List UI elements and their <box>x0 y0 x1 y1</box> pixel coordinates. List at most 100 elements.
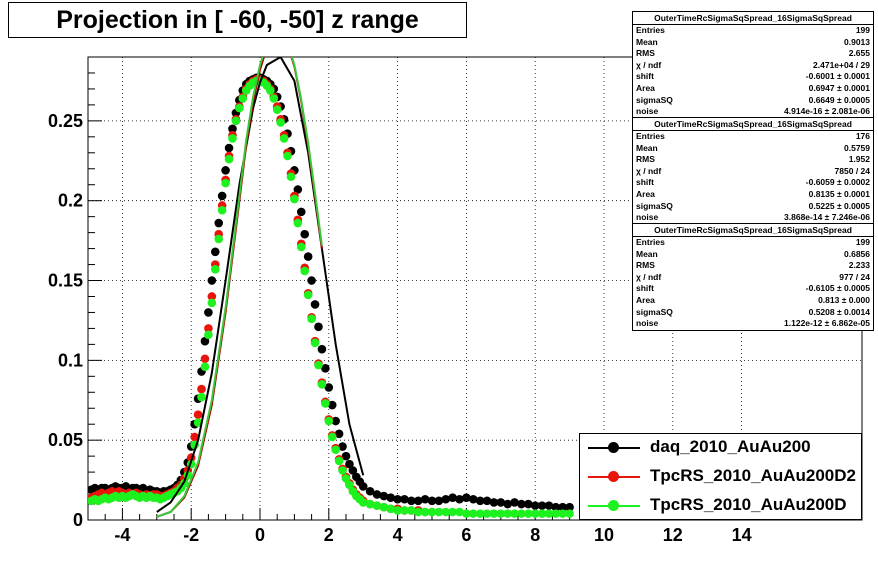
point-daq <box>204 308 213 317</box>
point-daq <box>321 364 330 373</box>
legend-item-tpcrs-d2: TpcRS_2010_AuAu200D2 <box>580 463 863 492</box>
point-daq <box>482 496 492 506</box>
point-tpcrs-d <box>317 379 327 389</box>
point-daq <box>214 218 224 228</box>
x-tick-label: -2 <box>183 525 199 545</box>
point-tpcrs-d2 <box>200 354 210 364</box>
point-tpcrs-d <box>496 509 506 518</box>
stats-row: sigmaSQ 0.5225 ± 0.0005 <box>636 200 870 211</box>
point-tpcrs-d2 <box>197 384 206 394</box>
point-tpcrs-d <box>489 509 499 518</box>
point-tpcrs-d <box>286 172 296 182</box>
point-tpcrs-d <box>231 116 241 126</box>
point-tpcrs-d <box>558 509 568 518</box>
y-tick-label: 0.2 <box>58 191 83 211</box>
point-tpcrs-d <box>204 330 213 340</box>
point-tpcrs-d <box>427 507 437 517</box>
point-tpcrs-d <box>338 466 347 475</box>
fit-tpcrs-d <box>156 57 323 518</box>
stats-row: Mean 0.5759 <box>636 142 870 153</box>
stats-row: RMS 2.655 <box>636 48 870 59</box>
stats-row: Area 0.8135 ± 0.0001 <box>636 188 870 199</box>
point-daq <box>345 459 354 469</box>
point-daq <box>379 491 389 501</box>
stats-row: RMS 2.233 <box>636 260 870 271</box>
stats-row: RMS 1.952 <box>636 154 870 165</box>
x-tick-label: 0 <box>255 525 265 545</box>
point-daq <box>331 416 340 426</box>
point-daq <box>441 494 451 504</box>
point-tpcrs-d2 <box>190 432 199 442</box>
point-tpcrs-d <box>400 506 409 515</box>
y-tick-label: 0.25 <box>48 111 83 131</box>
point-daq <box>524 499 533 509</box>
point-daq <box>348 466 358 475</box>
point-tpcrs-d <box>235 103 244 113</box>
point-daq <box>334 429 344 439</box>
point-daq <box>314 322 323 332</box>
x-tick-label: 10 <box>594 525 614 545</box>
point-daq <box>510 498 519 507</box>
point-tpcrs-d <box>314 360 323 370</box>
x-tick-label: 4 <box>393 525 403 545</box>
y-tick-label: 0.15 <box>48 271 83 291</box>
point-tpcrs-d <box>524 509 533 518</box>
point-tpcrs-d <box>307 314 316 324</box>
point-tpcrs-d <box>434 507 444 517</box>
point-tpcrs-d <box>365 499 375 509</box>
point-daq <box>407 496 416 506</box>
stats-row: χ / ndf 7850 / 24 <box>636 165 870 176</box>
point-daq <box>448 493 457 502</box>
point-tpcrs-d <box>551 509 561 518</box>
stats-title: OuterTimeRcSigmaSqSpread_16SigmaSqSpread <box>633 224 873 237</box>
stats-box-tpcrs-d2: OuterTimeRcSigmaSqSpread_16SigmaSqSpread… <box>632 117 874 225</box>
point-daq <box>565 502 574 512</box>
y-tick-label: 0.05 <box>48 430 83 450</box>
legend-marker <box>608 442 619 453</box>
point-tpcrs-d <box>475 509 485 518</box>
point-daq <box>324 383 334 392</box>
point-tpcrs-d <box>221 178 230 188</box>
point-tpcrs-d2 <box>204 324 213 333</box>
x-tick-label: 14 <box>732 525 752 545</box>
point-tpcrs-d <box>324 416 334 426</box>
point-tpcrs-d <box>193 418 203 427</box>
x-tick-label: 8 <box>530 525 540 545</box>
point-tpcrs-d <box>393 506 402 515</box>
y-tick-label: 0 <box>73 510 83 530</box>
stats-row: shift -0.6105 ± 0.0005 <box>636 283 870 294</box>
chart-title: Projection in [ -60, -50] z range <box>8 2 467 38</box>
point-tpcrs-d <box>272 105 282 114</box>
point-daq <box>341 451 351 461</box>
x-tick-label: -4 <box>114 525 130 545</box>
stats-row: Entries 199 <box>636 237 870 247</box>
point-tpcrs-d <box>341 474 351 483</box>
point-tpcrs-d <box>228 134 237 143</box>
point-tpcrs-d <box>413 507 423 517</box>
point-daq <box>475 496 485 506</box>
point-tpcrs-d <box>310 338 320 348</box>
legend-item-daq: daq_2010_AuAu200 <box>580 434 863 463</box>
point-tpcrs-d <box>379 502 389 512</box>
point-tpcrs-d <box>503 509 512 518</box>
point-tpcrs-d <box>420 507 430 517</box>
point-tpcrs-d <box>517 509 526 518</box>
stats-row: sigmaSQ 0.6649 ± 0.0005 <box>636 94 870 105</box>
point-daq <box>517 499 526 509</box>
point-daq <box>372 490 382 499</box>
point-tpcrs-d <box>290 194 299 204</box>
point-daq <box>365 486 375 496</box>
point-tpcrs-d <box>537 509 547 518</box>
point-tpcrs-d <box>296 242 306 252</box>
point-tpcrs-d <box>200 362 210 372</box>
point-daq <box>558 502 568 512</box>
x-tick-label: 6 <box>461 525 471 545</box>
point-daq <box>338 442 347 451</box>
point-daq <box>210 247 220 257</box>
point-daq <box>296 207 306 217</box>
point-tpcrs-d <box>276 118 285 127</box>
point-tpcrs-d2 <box>193 410 203 419</box>
point-tpcrs-d <box>386 504 396 514</box>
stats-row: Area 0.6947 ± 0.0001 <box>636 82 870 93</box>
point-tpcrs-d <box>300 266 310 276</box>
